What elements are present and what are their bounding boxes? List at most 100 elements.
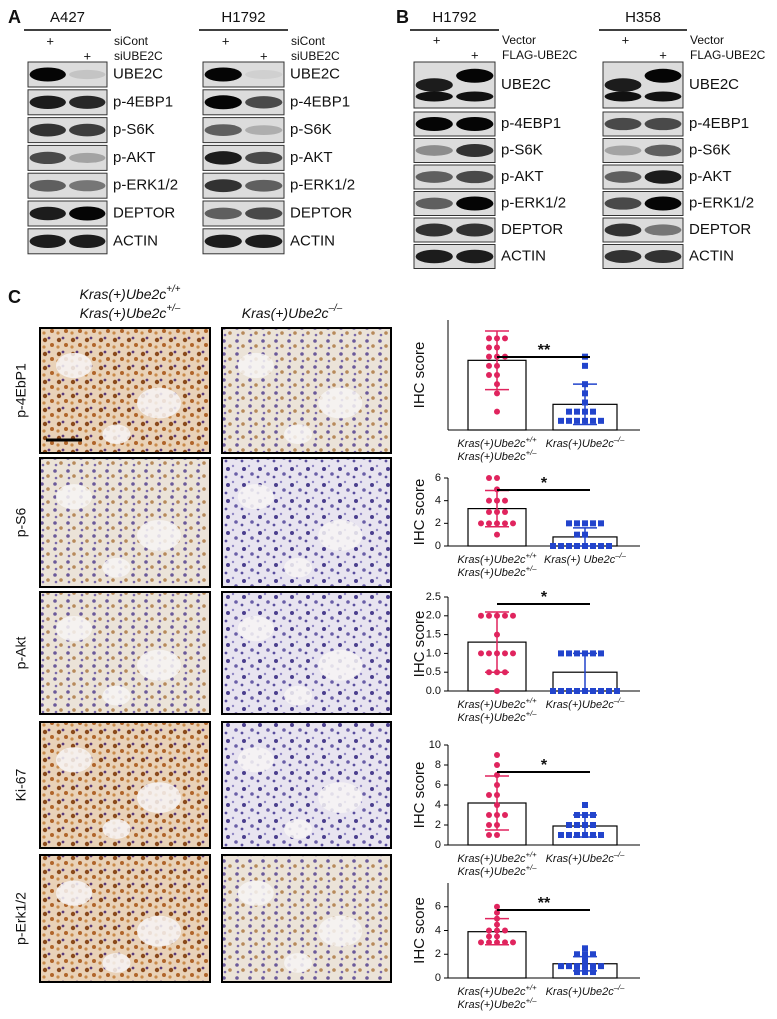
plus: + — [222, 33, 230, 48]
band — [245, 96, 283, 109]
band — [204, 124, 242, 136]
protein-label: p-S6K — [689, 141, 731, 158]
protein-label: DEPTOR — [689, 221, 751, 238]
plus: + — [471, 47, 479, 62]
data-point — [494, 939, 500, 946]
data-point — [494, 520, 500, 527]
y-tick-label: 0 — [435, 839, 441, 851]
band — [245, 70, 283, 79]
category-label-sup: +/– — [526, 996, 538, 1005]
data-point — [486, 669, 492, 676]
data-point — [582, 688, 588, 694]
data-point — [582, 417, 588, 424]
category-label-base: Kras(+)Ube2c — [457, 853, 526, 865]
data-point — [590, 969, 596, 976]
band — [29, 95, 66, 110]
y-tick-label: 6 — [435, 472, 441, 484]
data-point — [494, 762, 500, 768]
band — [69, 69, 106, 80]
data-point — [486, 792, 492, 798]
data-point — [502, 812, 508, 818]
data-point — [502, 509, 508, 515]
data-point — [494, 802, 500, 808]
category-label-base: Kras(+)Ube2c — [457, 986, 526, 998]
category-label: Kras(+)Ube2c+/– — [457, 564, 537, 579]
data-point — [494, 509, 500, 515]
y-tick-label: 0.5 — [426, 666, 441, 678]
data-point — [574, 969, 580, 976]
band — [415, 249, 453, 264]
data-point — [502, 669, 508, 676]
protein-label: p-S6K — [501, 141, 543, 158]
data-point — [478, 520, 484, 527]
data-point — [590, 832, 596, 838]
band — [245, 151, 283, 165]
category-label: Kras(+)Ube2c+/+ — [457, 435, 537, 450]
ihc-lumen — [102, 557, 131, 578]
band — [69, 234, 106, 249]
protein-label: p-S6K — [113, 121, 155, 138]
category-label-sup: –/– — [613, 850, 625, 859]
data-point — [590, 520, 596, 527]
category-label-base: Kras(+)Ube2c — [457, 999, 526, 1011]
ihc-image — [221, 854, 392, 983]
cell-line: A427 — [50, 9, 85, 26]
data-point — [478, 650, 484, 657]
data-point — [494, 475, 500, 481]
data-point — [494, 390, 500, 397]
data-point — [494, 822, 500, 828]
band — [245, 207, 283, 220]
column-header: Kras(+)Ube2c–/– — [242, 303, 343, 321]
data-point — [566, 417, 572, 424]
protein-label: p-AKT — [290, 149, 333, 166]
category-label-base: Kras(+) Ube2c — [544, 554, 616, 566]
band — [415, 223, 453, 237]
data-point — [486, 497, 492, 504]
category-label-base: Kras(+)Ube2c — [546, 699, 615, 711]
data-point — [558, 963, 564, 970]
protein-label: p-4EBP1 — [290, 93, 350, 110]
band — [456, 196, 494, 211]
ihc-lumen — [137, 915, 181, 947]
category-label-base: Kras(+)Ube2c — [546, 986, 615, 998]
band — [29, 151, 66, 165]
data-point — [590, 822, 596, 828]
ihc-lumen — [237, 880, 274, 906]
data-point — [502, 520, 508, 527]
protein-label: p-4EBP1 — [689, 115, 749, 132]
data-point — [558, 650, 564, 657]
column-header: Kras(+)Ube2c+/+ — [80, 284, 181, 302]
ihc-lumen — [284, 557, 313, 578]
data-point — [590, 951, 596, 958]
protein-label: DEPTOR — [113, 204, 175, 221]
row-label: Ki-67 — [13, 768, 29, 801]
data-point — [574, 543, 580, 549]
protein-label: p-AKT — [501, 168, 544, 185]
ihc-lumen — [318, 649, 363, 681]
category-label: Kras(+)Ube2c+/+ — [457, 850, 537, 865]
data-point — [574, 417, 580, 424]
data-point — [598, 963, 604, 970]
ihc-lumen — [284, 424, 313, 445]
data-point — [486, 353, 492, 360]
protein-label: p-AKT — [689, 168, 732, 185]
category-label-base: Kras(+)Ube2c — [457, 438, 526, 450]
ihc-lumen — [237, 352, 274, 379]
band — [456, 144, 494, 157]
data-point — [486, 520, 492, 527]
category-label: Kras(+)Ube2c+/+ — [457, 983, 537, 998]
data-point — [566, 963, 572, 970]
band — [644, 196, 682, 211]
data-point — [574, 531, 580, 538]
y-tick-label: 1.5 — [426, 629, 441, 641]
data-point — [494, 669, 500, 676]
protein-label: UBE2C — [689, 76, 739, 93]
data-point — [590, 417, 596, 424]
category-label-base: Kras(+)Ube2c — [457, 554, 526, 566]
band — [644, 68, 682, 83]
category-label: Kras(+)Ube2c+/– — [457, 448, 537, 463]
data-point — [582, 969, 588, 976]
data-point — [478, 612, 484, 619]
category-label-sup: +/– — [526, 863, 538, 872]
data-point — [566, 650, 572, 657]
